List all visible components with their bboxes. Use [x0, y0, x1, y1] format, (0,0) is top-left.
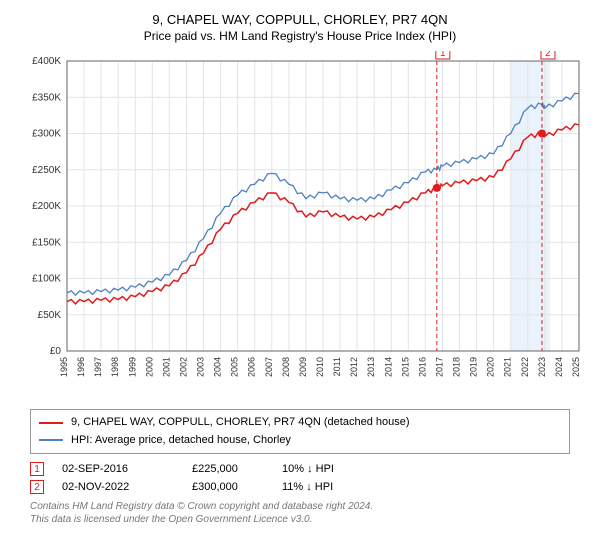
y-tick-label: £400K — [32, 56, 61, 67]
footnote-line-1: Contains HM Land Registry data © Crown c… — [30, 500, 570, 513]
x-tick-label: 2004 — [213, 357, 223, 377]
x-tick-label: 1995 — [59, 357, 69, 377]
chart-area: £0 £50K £100K £150K £200K £250K £300K £350K £400… — [15, 51, 585, 401]
x-tick-label: 2006 — [247, 357, 257, 377]
x-tick-label: 2003 — [196, 357, 206, 377]
y-tick-label: £0 — [50, 346, 62, 357]
x-tick-label: 2020 — [486, 357, 496, 377]
legend-label: 9, CHAPEL WAY, COPPULL, CHORLEY, PR7 4QN… — [71, 414, 410, 432]
x-tick-label: 2018 — [452, 357, 462, 377]
marker-dot-1 — [433, 184, 441, 192]
x-tick-label: 2022 — [520, 357, 530, 377]
y-tick-label: £200K — [32, 201, 61, 212]
x-tick-label: 2001 — [161, 357, 171, 377]
marker-badge-label-2: 2 — [545, 51, 551, 59]
x-tick-label: 2008 — [281, 357, 291, 377]
x-tick-label: 1999 — [127, 357, 137, 377]
y-tick-label: £300K — [32, 129, 61, 140]
y-tick-label: £150K — [32, 237, 61, 248]
chart-subtitle: Price paid vs. HM Land Registry's House … — [14, 29, 586, 43]
legend-label: HPI: Average price, detached house, Chor… — [71, 432, 291, 450]
x-tick-label: 2012 — [349, 357, 359, 377]
sale-badge: 2 — [30, 480, 44, 494]
x-tick-label: 2025 — [571, 357, 581, 377]
y-tick-label: £350K — [32, 92, 61, 103]
sale-date: 02-NOV-2022 — [62, 481, 192, 493]
y-tick-label: £250K — [32, 165, 61, 176]
footnote-line-2: This data is licensed under the Open Gov… — [30, 513, 570, 526]
x-tick-label: 2010 — [315, 357, 325, 377]
footnote: Contains HM Land Registry data © Crown c… — [30, 500, 570, 526]
y-tick-label: £50K — [38, 310, 62, 321]
x-tick-label: 2011 — [332, 357, 342, 376]
chart-container: 9, CHAPEL WAY, COPPULL, CHORLEY, PR7 4QN… — [0, 0, 600, 534]
legend-swatch — [39, 422, 63, 424]
legend-swatch — [39, 439, 63, 441]
sale-row: 2 02-NOV-2022£300,00011% ↓ HPI — [30, 478, 570, 496]
x-tick-label: 2013 — [366, 357, 376, 377]
sale-badge: 1 — [30, 462, 44, 476]
x-tick-label: 2016 — [417, 357, 427, 377]
chart-title: 9, CHAPEL WAY, COPPULL, CHORLEY, PR7 4QN — [14, 12, 586, 27]
x-tick-label: 1996 — [76, 357, 86, 377]
x-tick-label: 2000 — [144, 357, 154, 377]
x-tick-label: 1998 — [110, 357, 120, 377]
x-tick-label: 1997 — [93, 357, 103, 377]
x-tick-label: 2014 — [383, 357, 393, 377]
x-tick-label: 2009 — [298, 357, 308, 377]
sale-price: £300,000 — [192, 481, 282, 493]
sale-date: 02-SEP-2016 — [62, 463, 192, 475]
x-tick-label: 2007 — [264, 357, 274, 377]
price-chart: £0 £50K £100K £150K £200K £250K £300K £350K £400… — [15, 51, 585, 401]
legend: 9, CHAPEL WAY, COPPULL, CHORLEY, PR7 4QN… — [30, 409, 570, 454]
legend-row: HPI: Average price, detached house, Chor… — [39, 432, 561, 450]
y-tick-label: £100K — [32, 274, 61, 285]
x-tick-label: 2023 — [537, 357, 547, 377]
x-tick-label: 2019 — [469, 357, 479, 377]
marker-dot-2 — [538, 130, 546, 138]
sale-row: 1 02-SEP-2016£225,00010% ↓ HPI — [30, 460, 570, 478]
x-tick-label: 2005 — [230, 357, 240, 377]
sales-markers-table: 1 02-SEP-2016£225,00010% ↓ HPI 2 02-NOV-202… — [30, 460, 570, 496]
x-tick-label: 2002 — [178, 357, 188, 377]
marker-badge-label-1: 1 — [440, 51, 446, 59]
sale-delta: 10% ↓ HPI — [282, 463, 372, 475]
sale-delta: 11% ↓ HPI — [282, 481, 372, 493]
sale-price: £225,000 — [192, 463, 282, 475]
x-tick-label: 2017 — [434, 357, 444, 377]
x-tick-label: 2024 — [554, 357, 564, 377]
x-tick-label: 2021 — [503, 357, 513, 377]
legend-row: 9, CHAPEL WAY, COPPULL, CHORLEY, PR7 4QN… — [39, 414, 561, 432]
x-tick-label: 2015 — [400, 357, 410, 377]
